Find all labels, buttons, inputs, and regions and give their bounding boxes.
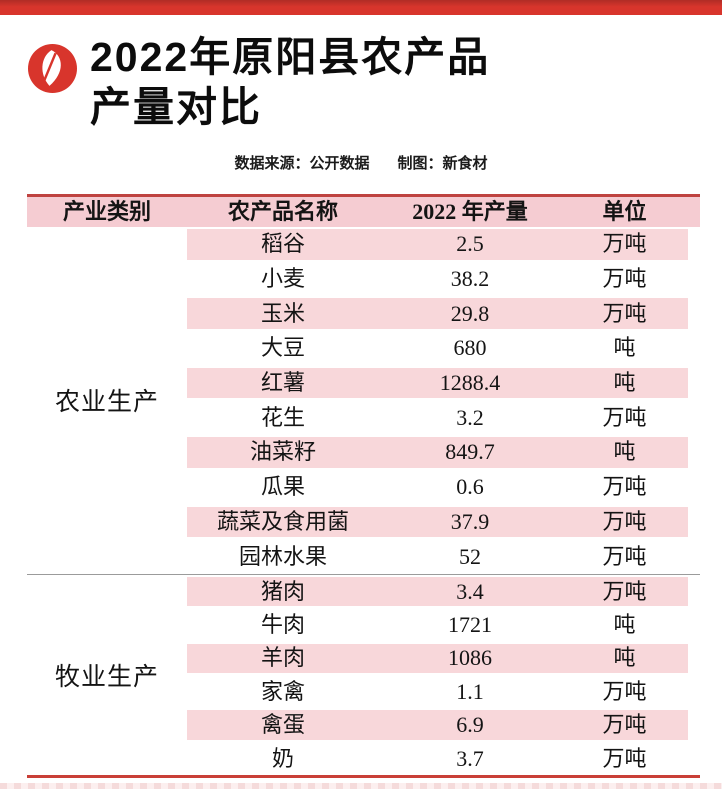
product-name-cell: 园林水果 [238,543,327,569]
table-row: 花生 3.2 万吨 [27,400,700,435]
unit-cell: 万吨 [602,543,647,569]
table-header-row: 产业类别 农产品名称 2022 年产量 单位 [27,197,700,227]
unit-cell: 万吨 [602,300,647,326]
output-value-cell: 1.1 [456,678,484,704]
row-stripe [187,367,688,399]
output-value-cell: 38.2 [450,266,490,292]
product-name-cell: 油菜籽 [249,439,316,465]
unit-cell: 万吨 [602,578,647,604]
table-row: 瓜果 0.6 万吨 [27,470,700,505]
unit-cell: 吨 [613,335,636,361]
unit-cell: 万吨 [602,678,647,704]
row-stripe [187,643,688,674]
table-bottom-rule [27,775,700,779]
category-label-agriculture: 农业生产 [54,389,159,417]
output-value-cell: 1288.4 [439,370,501,396]
data-source-line: 数据来源：公开数据 制图：新食材 [0,152,722,173]
row-stripe [187,506,688,538]
table-row: 园林水果 52 万吨 [27,539,700,574]
output-value-cell: 3.2 [456,404,484,430]
page-title-line1: 2022年原阳县农产品 [90,34,491,80]
unit-cell: 吨 [613,611,636,637]
unit-cell: 万吨 [602,474,647,500]
output-value-cell: 1721 [448,611,492,637]
table-row: 猪肉 3.4 万吨 [27,575,700,608]
row-stripe [187,576,688,607]
unit-cell: 万吨 [602,712,647,738]
unit-cell: 吨 [613,370,636,396]
table-row: 大豆 680 吨 [27,331,700,366]
unit-cell: 万吨 [602,404,647,430]
row-stripe [187,437,688,468]
product-name-cell: 大豆 [260,335,305,361]
row-stripe [187,229,688,260]
unit-cell: 万吨 [602,508,647,534]
unit-cell: 万吨 [602,745,647,771]
leaf-logo-icon [28,44,77,93]
product-name-cell: 红薯 [260,370,305,396]
group-divider-line [27,573,700,575]
output-value-cell: 52 [459,543,481,569]
product-name-cell: 瓜果 [260,474,305,500]
table-row: 羊肉 1086 吨 [27,642,700,675]
table-row: 禽蛋 6.9 万吨 [27,708,700,741]
credit-label: 制图：新食材 [397,155,488,172]
product-name-cell: 家禽 [260,678,305,704]
data-source-label: 数据来源：公开数据 [234,155,370,172]
output-value-cell: 2.5 [456,231,484,257]
product-name-cell: 禽蛋 [260,712,305,738]
output-value-cell: 3.7 [456,745,484,771]
table-row: 玉米 29.8 万吨 [27,296,700,331]
row-stripe [187,298,688,330]
output-value-cell: 0.6 [456,474,484,500]
output-value-cell: 680 [453,335,487,361]
col-header-category: 产业类别 [62,199,151,224]
table-row: 牛肉 1721 吨 [27,608,700,641]
unit-cell: 吨 [613,439,636,465]
product-name-cell: 猪肉 [260,578,305,604]
row-stripe [187,710,688,740]
output-value-cell: 29.8 [450,300,490,326]
table-row: 红薯 1288.4 吨 [27,366,700,401]
product-name-cell: 奶 [271,745,294,771]
unit-cell: 吨 [613,645,636,671]
table-row: 稻谷 2.5 万吨 [27,227,700,262]
product-name-cell: 花生 [260,404,305,430]
table-row: 蔬菜及食用菌 37.9 万吨 [27,505,700,540]
output-value-cell: 37.9 [450,508,490,534]
table-row: 奶 3.7 万吨 [27,742,700,775]
bottom-cropped-strip [0,783,722,789]
output-value-cell: 1086 [448,645,492,671]
category-label-husbandry: 牧业生产 [54,664,159,692]
product-name-cell: 牛肉 [260,611,305,637]
unit-cell: 万吨 [602,266,647,292]
product-name-cell: 小麦 [260,266,305,292]
page-title: 2022年原阳县农产品 产量对比 [90,32,670,132]
unit-cell: 万吨 [602,231,647,257]
page-title-line2: 产量对比 [90,84,262,130]
product-name-cell: 羊肉 [260,645,305,671]
table-group-agriculture: 农业生产 稻谷 2.5 万吨 小麦 38.2 万吨 玉米 29.8 万吨 大豆 … [27,227,700,574]
table-row: 小麦 38.2 万吨 [27,262,700,297]
col-header-unit: 单位 [602,199,647,224]
output-value-cell: 849.7 [445,439,495,465]
output-value-cell: 6.9 [456,712,484,738]
col-header-output: 2022 年产量 [412,199,528,224]
output-value-cell: 3.4 [456,578,484,604]
product-name-cell: 稻谷 [260,231,305,257]
product-name-cell: 玉米 [260,300,305,326]
production-table: 产业类别 农产品名称 2022 年产量 单位 农业生产 稻谷 2.5 万吨 小麦… [27,194,700,779]
col-header-product: 农产品名称 [227,199,338,224]
top-red-bar [0,0,722,15]
table-row: 油菜籽 849.7 吨 [27,435,700,470]
table-top-rule [27,194,700,197]
table-group-husbandry: 牧业生产 猪肉 3.4 万吨 牛肉 1721 吨 羊肉 1086 吨 家禽 1.… [27,575,700,775]
table-row: 家禽 1.1 万吨 [27,675,700,708]
product-name-cell: 蔬菜及食用菌 [216,508,349,534]
